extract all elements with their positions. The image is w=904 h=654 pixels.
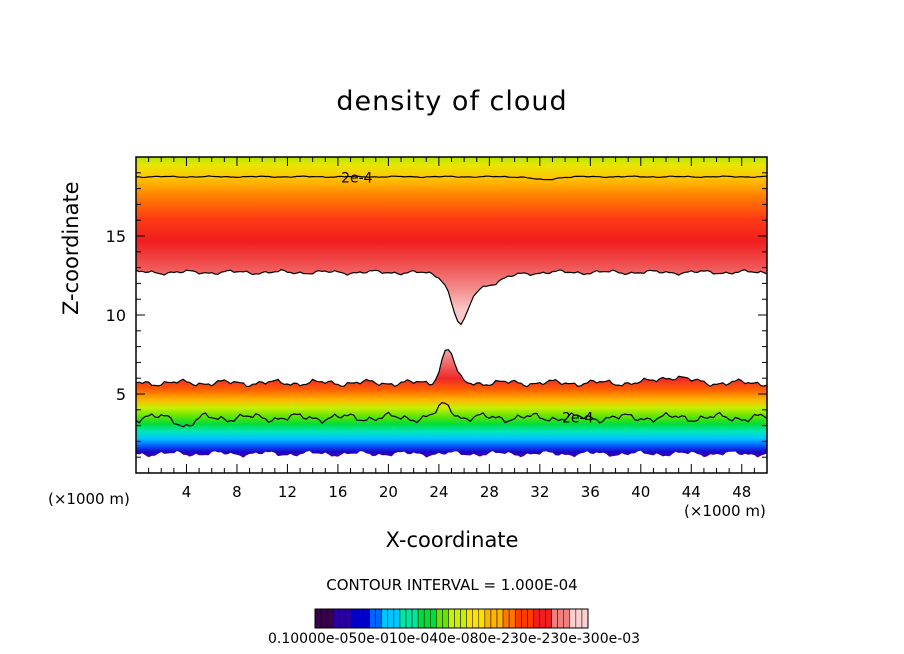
colorbar-swatch <box>514 608 522 629</box>
x-tick-label: 28 <box>480 483 499 501</box>
upper-cloud-fill <box>136 157 767 325</box>
colorbar-swatch <box>314 608 322 629</box>
x-tick-label: 12 <box>278 483 297 501</box>
colorbar-swatch <box>551 608 558 629</box>
contour-label: 2e-4 <box>562 411 594 427</box>
colorbar-swatch <box>575 608 583 629</box>
colorbar-swatch <box>472 608 480 629</box>
colorbar-swatch <box>466 608 473 629</box>
x-tick-label: 4 <box>182 483 192 501</box>
colorbar-swatch <box>320 608 328 629</box>
colorbar-swatch <box>496 608 504 629</box>
colorbar-swatch <box>417 608 425 629</box>
colorbar-swatch <box>399 608 407 629</box>
colorbar-swatch <box>563 608 571 629</box>
colorbar-swatch <box>357 608 364 629</box>
x-tick-label: 40 <box>631 483 650 501</box>
colorbar-swatch <box>405 608 413 629</box>
x-tick-label: 20 <box>379 483 398 501</box>
x-axis-label: X-coordinate <box>385 528 519 552</box>
colorbar-swatch <box>369 608 376 629</box>
contour-lower-top <box>135 349 768 388</box>
contour-cloud-base <box>135 269 768 326</box>
colorbar-swatch <box>411 608 419 629</box>
colorbar-swatch <box>430 608 437 629</box>
contour-interval-text: CONTOUR INTERVAL = 1.000E-04 <box>326 576 578 594</box>
contour-lines: 2e-4 2e-4 <box>135 171 768 428</box>
contour-2e-4-lower <box>135 401 768 428</box>
colorbar-swatch <box>502 608 510 629</box>
colorbar-swatch <box>375 608 382 629</box>
colorbar-swatch <box>508 608 516 629</box>
colorbar-swatch <box>533 608 540 629</box>
upper-cloud-layer <box>136 157 767 325</box>
colorbar-swatch <box>454 608 461 629</box>
colorbar-swatch <box>569 608 577 629</box>
colorbar-swatch <box>490 608 498 629</box>
x-tick-label: 8 <box>232 483 242 501</box>
x-tick-label: 44 <box>682 483 701 501</box>
colorbar-swatch <box>381 608 389 629</box>
colorbar-swatch <box>557 608 564 629</box>
x-tick-label: 36 <box>581 483 600 501</box>
colorbar-swatch <box>521 608 528 629</box>
colorbar-labels: 0.10000e-050e-010e-040e-080e-230e-230e-3… <box>268 631 641 647</box>
colorbar-swatch <box>478 608 486 629</box>
x-unit-label-left: (×1000 m) <box>48 490 130 508</box>
colorbar-frame <box>314 608 589 629</box>
contour-2e-4-upper <box>135 175 768 181</box>
lower-cloud-layer <box>136 349 767 458</box>
contour-label: 2e-4 <box>341 171 373 187</box>
colorbar-swatch <box>539 608 546 629</box>
colorbar-swatch <box>326 608 334 629</box>
y-tick-label: 5 <box>116 385 126 404</box>
colorbar-swatch <box>339 608 346 629</box>
colorbar-swatch <box>423 608 431 629</box>
colorbar-swatch <box>345 608 352 629</box>
colorbar-swatch <box>332 608 340 629</box>
colorbar-swatch <box>581 608 589 629</box>
x-tick-label: 24 <box>429 483 448 501</box>
colorbar-swatch <box>442 608 449 629</box>
colorbar-swatch <box>387 608 395 629</box>
x-tick-label: 16 <box>328 483 347 501</box>
colorbar-swatch <box>436 608 443 629</box>
y-tick-label: 15 <box>106 227 126 246</box>
colorbar-swatch <box>363 608 370 629</box>
lower-cloud-fill <box>136 349 767 458</box>
chart-title: density of cloud <box>336 86 568 117</box>
colorbar-swatch <box>527 608 534 629</box>
colorbar-swatch <box>460 608 467 629</box>
colorbar-swatch <box>484 608 492 629</box>
colorbar-swatch <box>351 608 358 629</box>
colorbar-swatch <box>393 608 401 629</box>
colorbar-swatch <box>448 608 455 629</box>
x-unit-label-right: (×1000 m) <box>684 502 766 520</box>
colorbar-swatch <box>545 608 552 629</box>
colorbar <box>314 608 589 629</box>
x-tick-label: 48 <box>732 483 751 501</box>
y-tick-label: 10 <box>106 306 126 325</box>
x-tick-label: 32 <box>530 483 549 501</box>
